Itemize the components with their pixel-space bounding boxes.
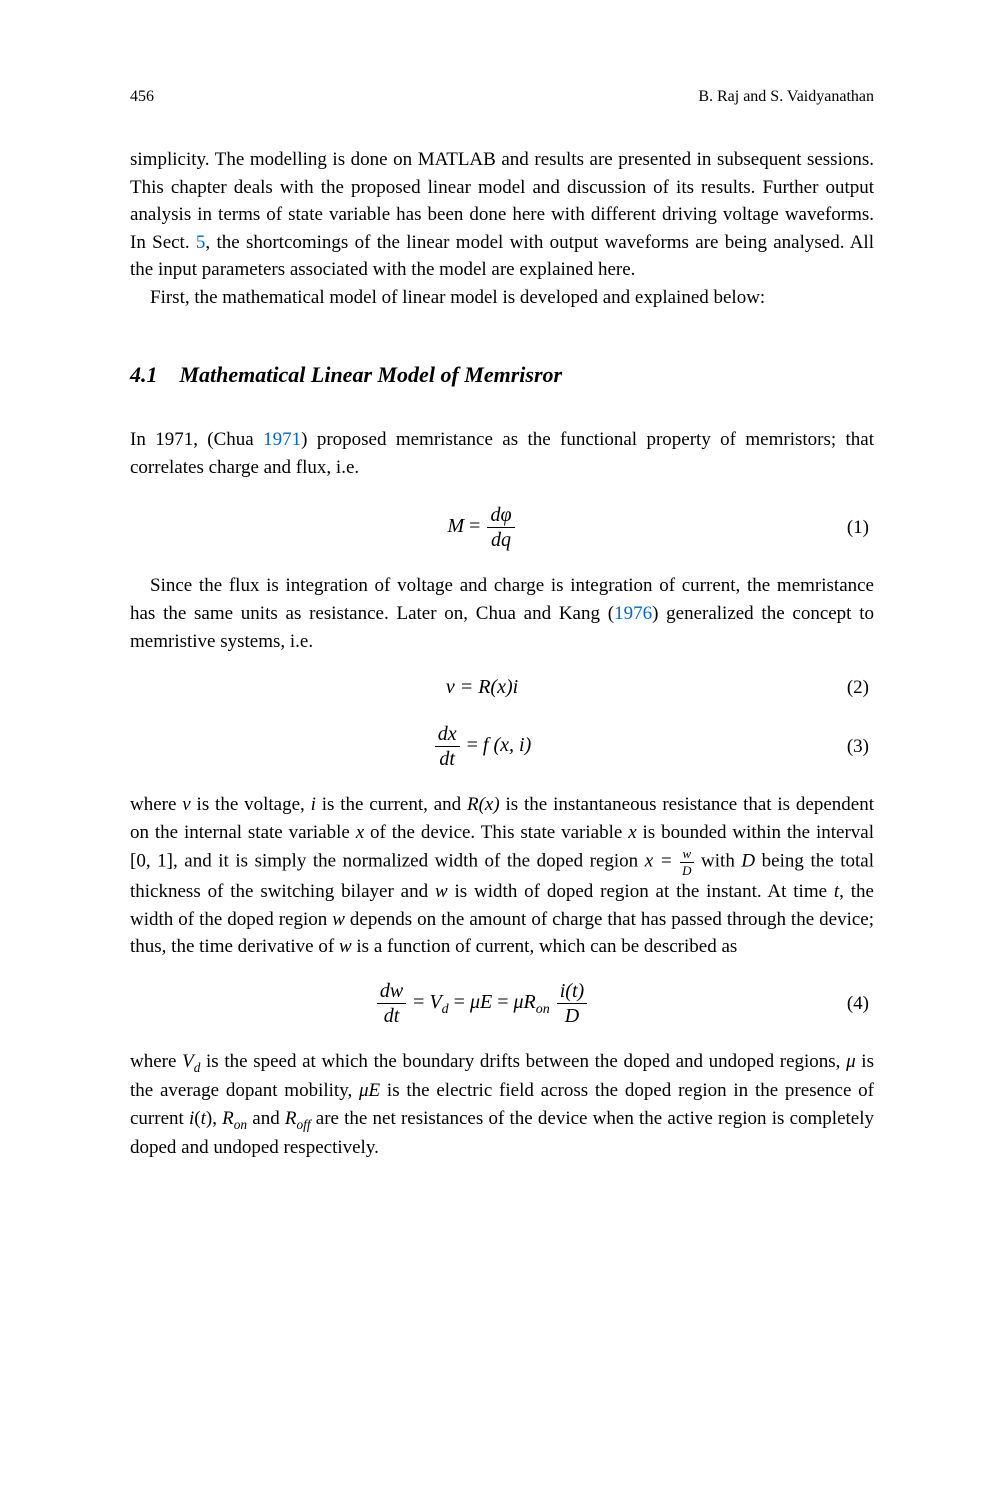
equation-content: v = R(x)i: [135, 673, 829, 702]
var: V: [182, 1051, 194, 1072]
var: x =: [645, 851, 679, 872]
eq-frac-den: dt: [377, 1004, 406, 1028]
frac-num: w: [680, 846, 693, 863]
text: is the speed at which the boundary drift…: [200, 1051, 846, 1072]
text: of the device. This state variable: [364, 822, 628, 843]
section-ref-link[interactable]: 5: [196, 232, 206, 253]
paragraph-where-v: where v is the voltage, i is the current…: [130, 791, 874, 961]
paragraph-where-vd: where Vd is the speed at which the bound…: [130, 1048, 874, 1161]
section-title: Mathematical Linear Model of Memrisror: [180, 362, 563, 387]
eq-frac-den: D: [557, 1004, 587, 1028]
paragraph-intro: simplicity. The modelling is done on MAT…: [130, 146, 874, 284]
eq-frac-den: dt: [435, 747, 460, 771]
var: V: [429, 991, 441, 1013]
page-header: 456 B. Raj and S. Vaidyanathan: [130, 85, 874, 108]
var: D: [741, 851, 755, 872]
equation-content: dxdt = f (x, i): [135, 722, 829, 771]
equation-label: (4): [829, 990, 869, 1018]
paragraph-flux: Since the flux is integration of voltage…: [130, 572, 874, 655]
eq-frac-num: dx: [435, 722, 460, 747]
equation-1: M = dφdq (1): [130, 503, 874, 552]
eq-op: =: [449, 991, 470, 1013]
var: w: [435, 881, 448, 902]
eq-op: =: [464, 516, 485, 538]
paragraph-chua: In 1971, (Chua 1971) proposed memristanc…: [130, 426, 874, 481]
eq-frac-num: dφ: [487, 503, 514, 528]
var: w: [332, 909, 345, 930]
text: is width of doped region at the instant.…: [448, 881, 834, 902]
equation-4: dwdt = Vd = μE = μRon i(t)D (4): [130, 979, 874, 1028]
var: R: [285, 1108, 297, 1129]
citation-link[interactable]: 1976: [614, 603, 652, 624]
var: i: [189, 1108, 194, 1129]
subscript: d: [442, 1002, 449, 1017]
text: where: [130, 1051, 182, 1072]
text: is the voltage,: [191, 794, 311, 815]
text: is the current, and: [316, 794, 467, 815]
eq-frac-num: dw: [377, 979, 406, 1004]
var: t: [201, 1108, 206, 1129]
var: R: [222, 1108, 234, 1129]
eq-op: =: [492, 991, 513, 1013]
paragraph-lead: First, the mathematical model of linear …: [130, 284, 874, 312]
var: R(x): [467, 794, 500, 815]
eq-frac-num: i(t): [557, 979, 587, 1004]
equation-2: v = R(x)i (2): [130, 673, 874, 702]
var: μ: [846, 1051, 856, 1072]
var: μE: [359, 1080, 380, 1101]
var: v: [182, 794, 190, 815]
text: is a function of current, which can be d…: [352, 936, 738, 957]
frac-den: D: [680, 863, 693, 879]
eq-rhs: f (x, i): [483, 734, 531, 756]
section-number: 4.1: [130, 362, 158, 387]
section-heading: 4.1 Mathematical Linear Model of Memrisro…: [130, 359, 874, 391]
text: First, the mathematical model of linear …: [150, 287, 765, 308]
subscript: off: [297, 1116, 311, 1131]
subscript: on: [234, 1116, 247, 1131]
var: x: [628, 822, 636, 843]
eq-op: =: [408, 991, 429, 1013]
equation-content: M = dφdq: [135, 503, 829, 552]
eq-op: =: [462, 734, 483, 756]
eq-frac-den: dq: [487, 528, 514, 552]
text: with: [695, 851, 742, 872]
text: , the shortcomings of the linear model w…: [130, 232, 874, 281]
header-authors: B. Raj and S. Vaidyanathan: [698, 85, 874, 108]
subscript: on: [536, 1002, 550, 1017]
text: and: [247, 1108, 285, 1129]
var: x: [356, 822, 364, 843]
equation-3: dxdt = f (x, i) (3): [130, 722, 874, 771]
equation-label: (1): [829, 514, 869, 542]
text: In 1971, (Chua: [130, 429, 263, 450]
page-number: 456: [130, 85, 154, 108]
var: μE: [470, 991, 492, 1013]
equation-label: (3): [829, 733, 869, 761]
equation-content: dwdt = Vd = μE = μRon i(t)D: [135, 979, 829, 1028]
var: μR: [513, 991, 535, 1013]
equation-label: (2): [829, 674, 869, 702]
eq-var: M: [447, 516, 464, 538]
text: ,: [212, 1108, 222, 1129]
citation-link[interactable]: 1971: [263, 429, 301, 450]
var: w: [339, 936, 352, 957]
text: where: [130, 794, 182, 815]
